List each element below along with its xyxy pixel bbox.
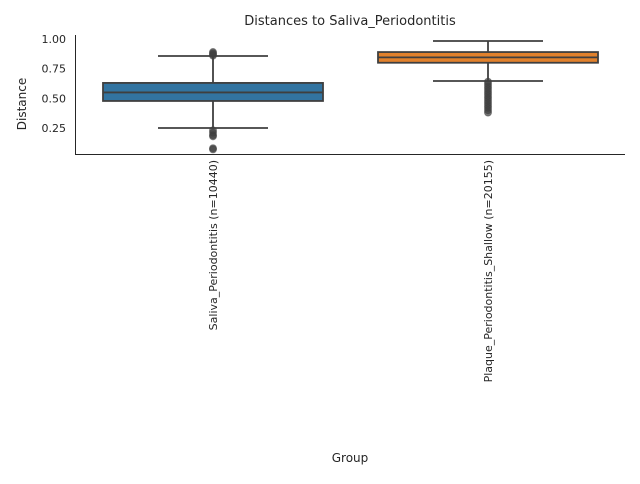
outlier-point bbox=[209, 48, 217, 57]
chart-title: Distances to Saliva_Periodontitis bbox=[244, 14, 456, 29]
y-tick-label: 1.00 bbox=[42, 33, 67, 46]
y-tick-label: 0.75 bbox=[42, 63, 67, 76]
y-axis-label: Distance bbox=[15, 78, 29, 130]
y-tick-label: 0.25 bbox=[42, 122, 67, 135]
outlier-point bbox=[209, 132, 217, 141]
outlier-point bbox=[484, 108, 492, 117]
x-tick-label: Saliva_Periodontitis (n=10440) bbox=[207, 160, 220, 330]
outlier-point bbox=[209, 145, 217, 154]
x-tick-label: Plaque_Periodontitis_Shallow (n=20155) bbox=[482, 160, 495, 382]
x-axis-label: Group bbox=[332, 451, 369, 465]
y-tick-label: 0.50 bbox=[42, 92, 67, 105]
